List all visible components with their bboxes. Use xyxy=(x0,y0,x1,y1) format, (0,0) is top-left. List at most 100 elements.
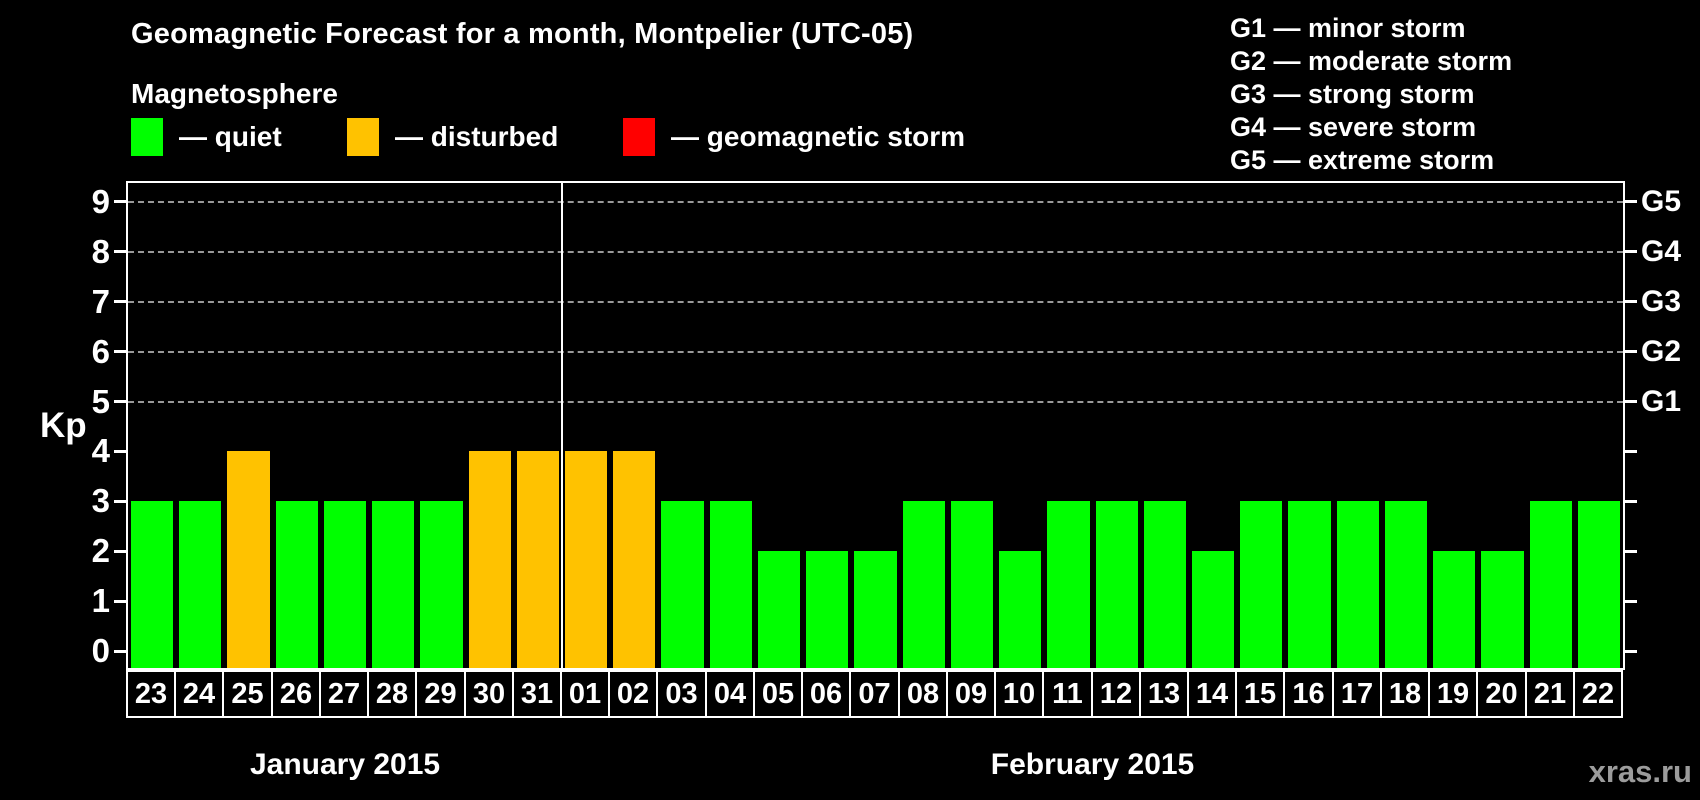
right-axis-tick-0 xyxy=(1625,649,1637,653)
day-label-cell: 27 xyxy=(319,670,369,718)
kp-bar-day-11 xyxy=(1047,501,1090,668)
gridline-kp7 xyxy=(128,300,1623,303)
kp-bar-day-13 xyxy=(1143,501,1186,668)
day-label-cell: 23 xyxy=(126,670,176,718)
day-label-cell: 09 xyxy=(946,670,996,718)
left-axis-tick-2 xyxy=(114,549,126,553)
right-axis-tick-2 xyxy=(1625,549,1637,553)
right-axis-label-G1: G1 xyxy=(1641,384,1682,418)
day-label-cell: 15 xyxy=(1235,670,1285,718)
y-axis-label-9: 9 xyxy=(91,182,110,220)
y-axis-label-2: 2 xyxy=(91,532,110,570)
y-axis-title: Kp xyxy=(40,406,87,445)
day-axis-strip: 23 24 25 26 27 28 29 30 31 01 02 03 04 05 06 07 08 09 10 11… xyxy=(126,670,1625,718)
left-axis-tick-1 xyxy=(114,599,126,603)
kp-bar-day-16 xyxy=(1288,501,1331,668)
left-axis-tick-7 xyxy=(114,300,126,304)
day-label-cell: 12 xyxy=(1091,670,1141,718)
kp-bar-day-22 xyxy=(1577,501,1620,668)
kp-bar-day-10 xyxy=(999,551,1042,668)
g-scale-legend-line: G4 — severe storm xyxy=(1230,112,1477,142)
legend-item-quiet: — quiet xyxy=(131,118,282,156)
day-label-cell: 03 xyxy=(656,670,707,718)
day-label-cell: 29 xyxy=(415,670,466,718)
day-label-cell: 25 xyxy=(222,670,273,718)
day-label-cell: 30 xyxy=(464,670,514,718)
kp-bar-day-14 xyxy=(1191,551,1235,668)
kp-bar-day-05 xyxy=(757,551,801,668)
right-axis-label-G2: G2 xyxy=(1641,334,1682,368)
day-label-cell: 14 xyxy=(1187,670,1237,718)
kp-bar-day-15 xyxy=(1240,501,1283,668)
kp-bar-day-04 xyxy=(709,501,752,668)
y-axis-label-0: 0 xyxy=(91,632,110,669)
left-axis-tick-4 xyxy=(114,449,126,453)
y-axis-label-6: 6 xyxy=(91,332,110,370)
kp-bar-day-03 xyxy=(661,501,704,668)
kp-bar-day-31 xyxy=(516,451,560,668)
left-axis-tick-9 xyxy=(114,200,126,204)
kp-bar-day-18 xyxy=(1384,501,1428,668)
kp-bar-day-06 xyxy=(806,551,849,668)
right-axis-tick-7 xyxy=(1625,300,1637,304)
day-label-cell: 07 xyxy=(849,670,900,718)
kp-bar-day-07 xyxy=(854,551,897,668)
kp-bar-day-26 xyxy=(275,501,318,668)
right-axis-tick-8 xyxy=(1625,250,1637,254)
g-scale-legend-line: G2 — moderate storm xyxy=(1230,46,1513,76)
day-label-cell: 11 xyxy=(1042,670,1093,718)
gridline-kp8 xyxy=(128,250,1623,253)
magnetosphere-label: Magnetosphere xyxy=(131,78,338,109)
month-separator-line xyxy=(561,183,564,668)
day-label-cell: 16 xyxy=(1283,670,1334,718)
day-label-cell: 28 xyxy=(367,670,417,718)
right-axis-tick-3 xyxy=(1625,499,1637,503)
right-axis-label-G3: G3 xyxy=(1641,284,1682,318)
gridline-kp6 xyxy=(128,350,1623,353)
y-axis-label-8: 8 xyxy=(91,232,110,270)
plot-area xyxy=(126,181,1625,670)
watermark: xras.ru xyxy=(1588,754,1692,789)
kp-bar-day-17 xyxy=(1336,501,1379,668)
kp-bar-day-30 xyxy=(468,451,511,668)
day-label-cell: 06 xyxy=(801,670,851,718)
kp-bar-day-02 xyxy=(613,451,656,668)
left-axis-tick-8 xyxy=(114,250,126,254)
chart-title: Geomagnetic Forecast for a month, Montpe… xyxy=(131,18,914,50)
y-axis-label-1: 1 xyxy=(91,582,110,620)
legend-item-label: — geomagnetic storm xyxy=(671,121,966,152)
day-label-cell: 21 xyxy=(1525,670,1575,718)
right-axis-tick-9 xyxy=(1625,200,1637,204)
y-axis-label-7: 7 xyxy=(91,282,110,320)
legend-item-disturbed: — disturbed xyxy=(347,118,558,156)
month-label: February 2015 xyxy=(990,748,1195,781)
kp-bar-day-28 xyxy=(372,501,415,668)
kp-bar-day-12 xyxy=(1095,501,1138,668)
day-label-cell: 31 xyxy=(512,670,562,718)
day-label-cell: 17 xyxy=(1332,670,1382,718)
right-axis-tick-4 xyxy=(1625,449,1637,453)
g-scale-legend-line: G3 — strong storm xyxy=(1230,79,1475,109)
left-axis-tick-6 xyxy=(114,350,126,354)
kp-bar-day-19 xyxy=(1433,551,1476,668)
month-label: January 2015 xyxy=(249,748,441,781)
g-scale-legend: G1 — minor storm G2 — moderate storm G3 — … xyxy=(1230,12,1512,177)
left-axis-tick-3 xyxy=(114,499,126,503)
kp-bar-day-21 xyxy=(1529,501,1572,668)
day-label-cell: 04 xyxy=(705,670,755,718)
quiet-color-swatch-icon xyxy=(131,118,163,156)
day-label-cell: 02 xyxy=(608,670,658,718)
day-label-cell: 01 xyxy=(560,670,610,718)
day-label-cell: 22 xyxy=(1573,670,1623,718)
day-label-cell: 18 xyxy=(1380,670,1430,718)
kp-bar-day-01 xyxy=(565,451,608,668)
day-label-cell: 20 xyxy=(1476,670,1527,718)
gridline-kp5 xyxy=(128,400,1623,403)
day-label-cell: 19 xyxy=(1428,670,1478,718)
left-axis-tick-5 xyxy=(114,400,126,403)
day-label-cell: 24 xyxy=(174,670,224,718)
kp-bar-day-27 xyxy=(323,501,367,668)
right-axis-tick-5 xyxy=(1625,400,1637,403)
right-axis-label-G5: G5 xyxy=(1641,184,1682,218)
